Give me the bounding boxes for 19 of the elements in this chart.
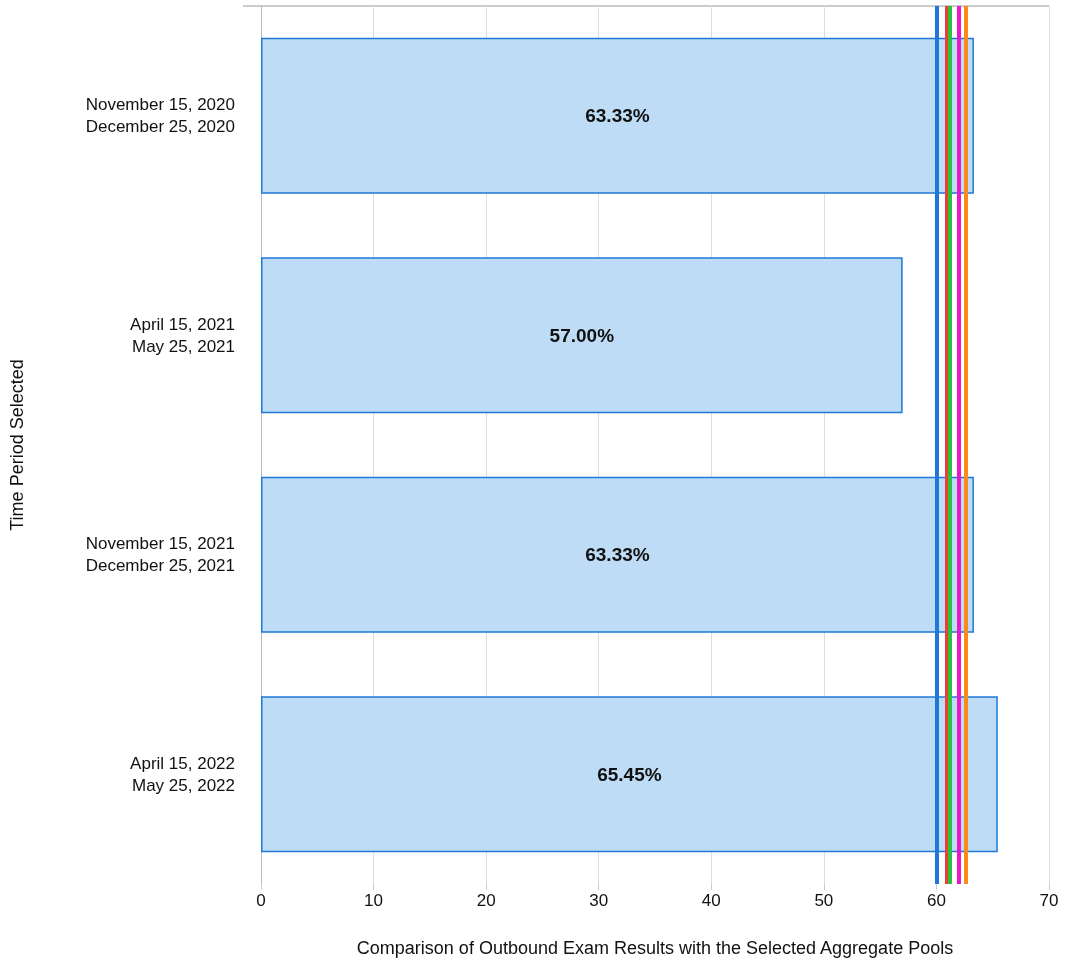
y-axis-title: Time Period Selected	[7, 359, 27, 531]
data-label: 63.33%	[585, 544, 650, 566]
data-label: 57.00%	[549, 324, 615, 346]
y-tick-label: November 15, 2021 December 25, 2021	[85, 534, 235, 576]
x-tick-label: 40	[701, 891, 721, 910]
y-tick-label: April 15, 2021 May 25, 2021	[130, 314, 235, 356]
bar	[261, 257, 903, 414]
data-label: 63.33%	[585, 105, 650, 127]
x-axis-title: Comparison of Outbound Exam Results with the Selected Aggregate Pools	[356, 938, 954, 958]
x-tick-label: 60	[926, 891, 946, 910]
data-label: 65.45%	[597, 763, 662, 785]
x-tick-label: 20	[476, 891, 496, 910]
x-tick-label: 70	[1039, 891, 1059, 910]
y-tick-label: November 15, 2020 December 25, 2020	[85, 95, 235, 137]
x-tick-label: 10	[364, 891, 384, 910]
y-tick-label: April 15, 2022 May 25, 2022	[130, 753, 235, 795]
x-tick-label: 50	[814, 891, 834, 910]
x-tick-label: 0	[256, 891, 266, 910]
x-tick-label: 30	[589, 891, 609, 910]
